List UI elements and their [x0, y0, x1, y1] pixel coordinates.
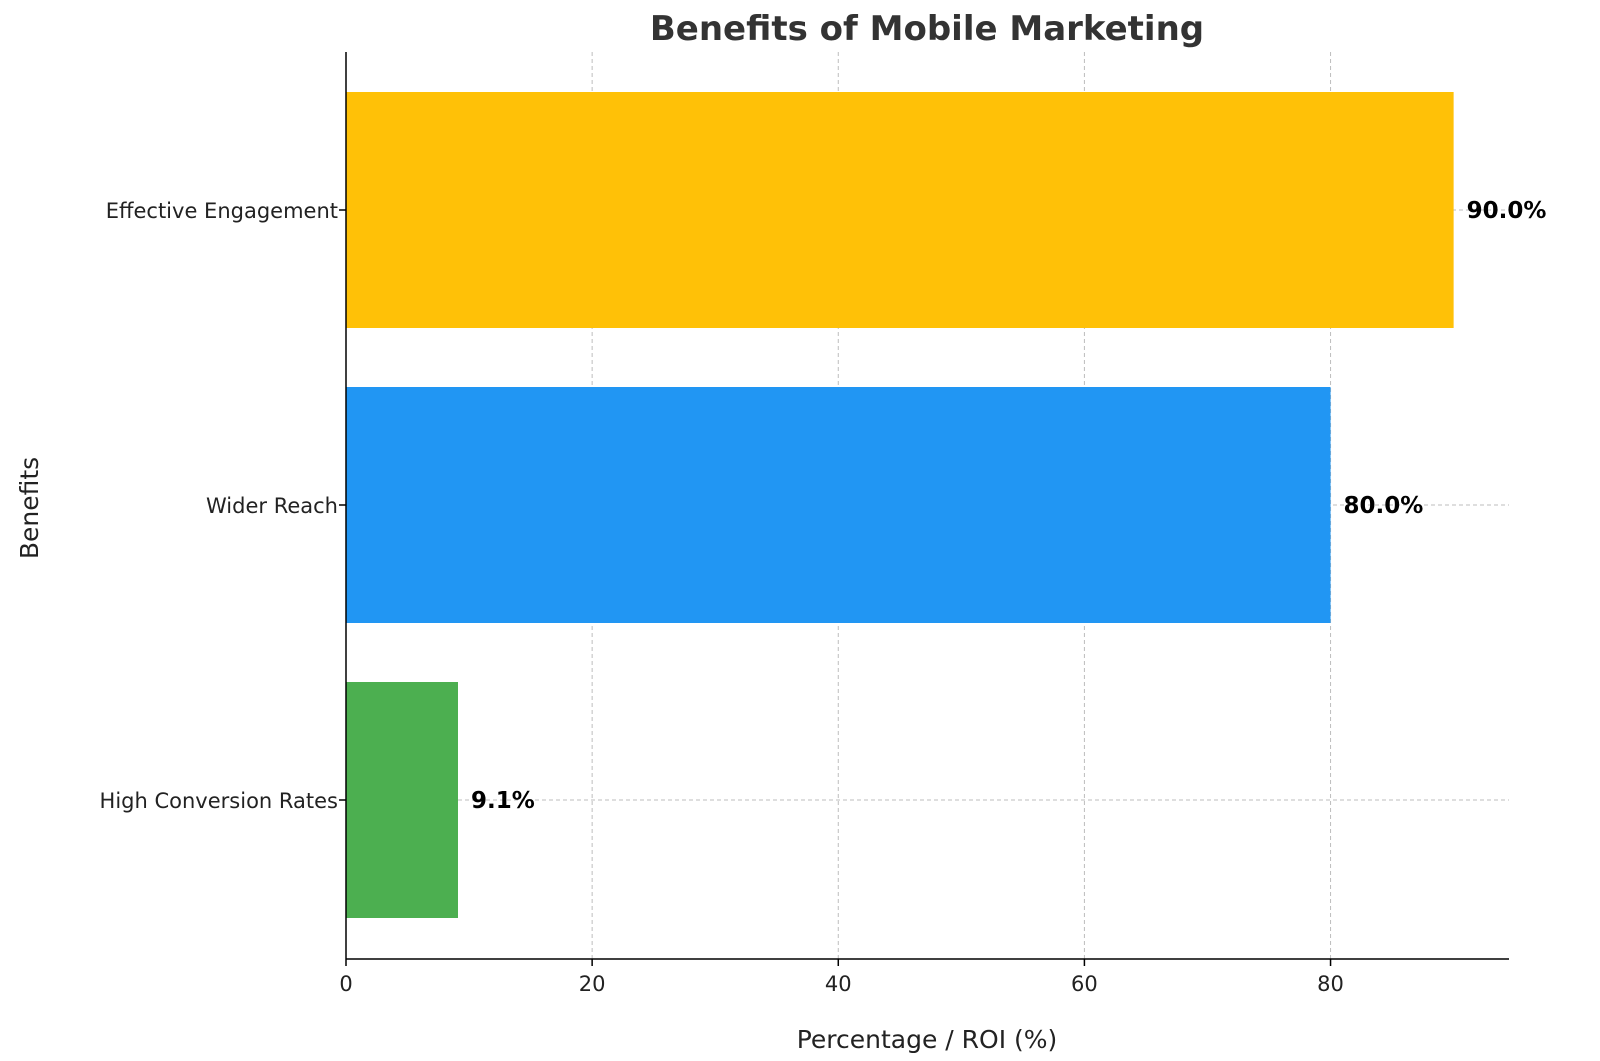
data-labels: 9.1% 80.0% 90.0%: [471, 198, 1546, 814]
x-tick-label: 80: [1317, 972, 1344, 996]
data-label: 90.0%: [1467, 198, 1547, 224]
x-tick-label: 20: [579, 972, 606, 996]
chart-title: Benefits of Mobile Marketing: [650, 9, 1204, 49]
y-tick-label: High Conversion Rates: [100, 789, 338, 813]
x-axis-title: Percentage / ROI (%): [797, 1025, 1058, 1054]
bars: [346, 92, 1454, 918]
bar-wider-reach: [346, 387, 1331, 623]
bar-high-conversion-rates: [346, 682, 458, 918]
y-axis-title: Benefits: [15, 457, 44, 559]
data-label: 80.0%: [1344, 493, 1424, 519]
data-label: 9.1%: [471, 788, 535, 814]
bar-effective-engagement: [346, 92, 1454, 328]
y-tick-label: Wider Reach: [206, 494, 338, 518]
y-tick-label: Effective Engagement: [106, 199, 338, 223]
x-tick-label: 40: [825, 972, 852, 996]
x-tick-label: 60: [1071, 972, 1098, 996]
ticks: 0 20 40 60 80 High Conversion Rates Wider Reac…: [100, 199, 1344, 996]
x-tick-label: 0: [339, 972, 352, 996]
